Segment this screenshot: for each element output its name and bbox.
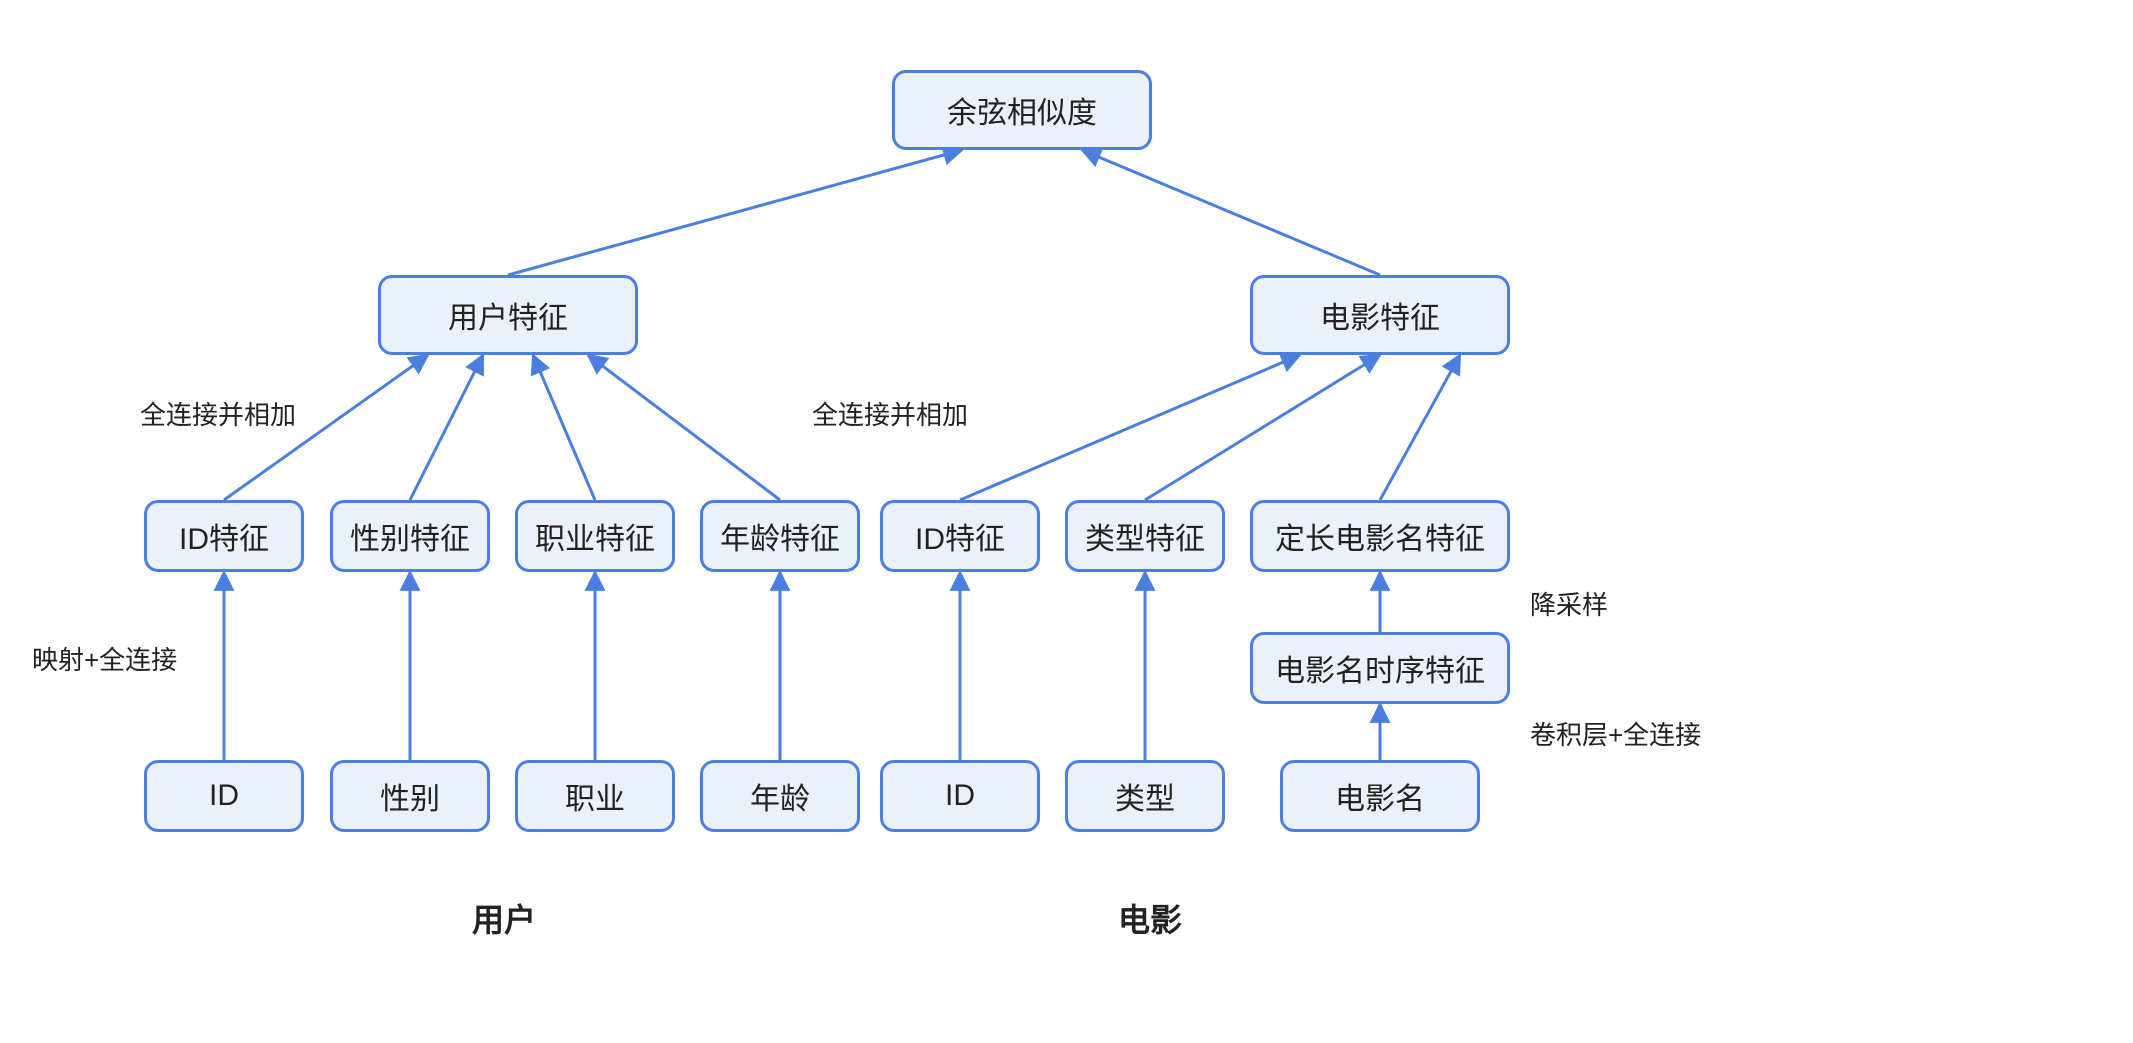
node-label: 类型特征 [1085,514,1205,558]
node-m_name_seq: 电影名时序特征 [1250,632,1510,704]
annotation-label: 全连接并相加 [812,395,968,432]
node-m_type: 类型 [1065,760,1225,832]
node-label: 余弦相似度 [947,88,1097,132]
node-label: 定长电影名特征 [1275,514,1485,558]
node-label: ID特征 [915,514,1005,558]
node-label: 性别 [380,774,440,818]
node-u_job_f: 职业特征 [515,500,675,572]
node-m_name_f: 定长电影名特征 [1250,500,1510,572]
node-label: ID [209,779,239,813]
node-u_sex: 性别 [330,760,490,832]
section-label: 电影 [1118,895,1182,941]
node-label: ID [945,779,975,813]
node-user_feat: 用户特征 [378,275,638,355]
diagram-stage: 余弦相似度用户特征 电影特征 ID特征 性别特征 职业特征 年龄特征 ID特征 类型特征 定长电… [0,0,2133,1043]
annotation-label: 降采样 [1530,585,1608,622]
node-label: 类型 [1115,774,1175,818]
node-u_sex_f: 性别特征 [330,500,490,572]
node-m_id_f: ID特征 [880,500,1040,572]
edge [960,355,1300,500]
node-u_age: 年龄 [700,760,860,832]
node-cos: 余弦相似度 [892,70,1152,150]
edge [588,355,780,500]
node-u_id_f: ID特征 [144,500,304,572]
node-label: 电影特征 [1320,293,1440,337]
annotation-label: 映射+全连接 [32,640,177,677]
node-u_age_f: 年龄特征 [700,500,860,572]
edge [508,150,962,275]
node-u_job: 职业 [515,760,675,832]
node-label: 性别特征 [350,514,470,558]
edge [1145,355,1380,500]
node-label: 职业 [565,774,625,818]
node-label: 职业特征 [535,514,655,558]
edge [1380,355,1460,500]
node-m_type_f: 类型特征 [1065,500,1225,572]
node-movie_feat: 电影特征 [1250,275,1510,355]
node-m_name: 电影名 [1280,760,1480,832]
node-label: 电影名时序特征 [1275,646,1485,690]
section-label: 用户 [472,895,536,941]
node-label: 用户特征 [448,293,568,337]
annotation-label: 卷积层+全连接 [1530,715,1701,752]
node-label: 年龄特征 [720,514,840,558]
edge [1082,150,1380,275]
edge [410,355,483,500]
node-u_id: ID [144,760,304,832]
node-label: ID特征 [179,514,269,558]
node-m_id: ID [880,760,1040,832]
edge [533,355,595,500]
annotation-label: 全连接并相加 [140,395,296,432]
node-label: 电影名 [1335,774,1425,818]
node-label: 年龄 [750,774,810,818]
